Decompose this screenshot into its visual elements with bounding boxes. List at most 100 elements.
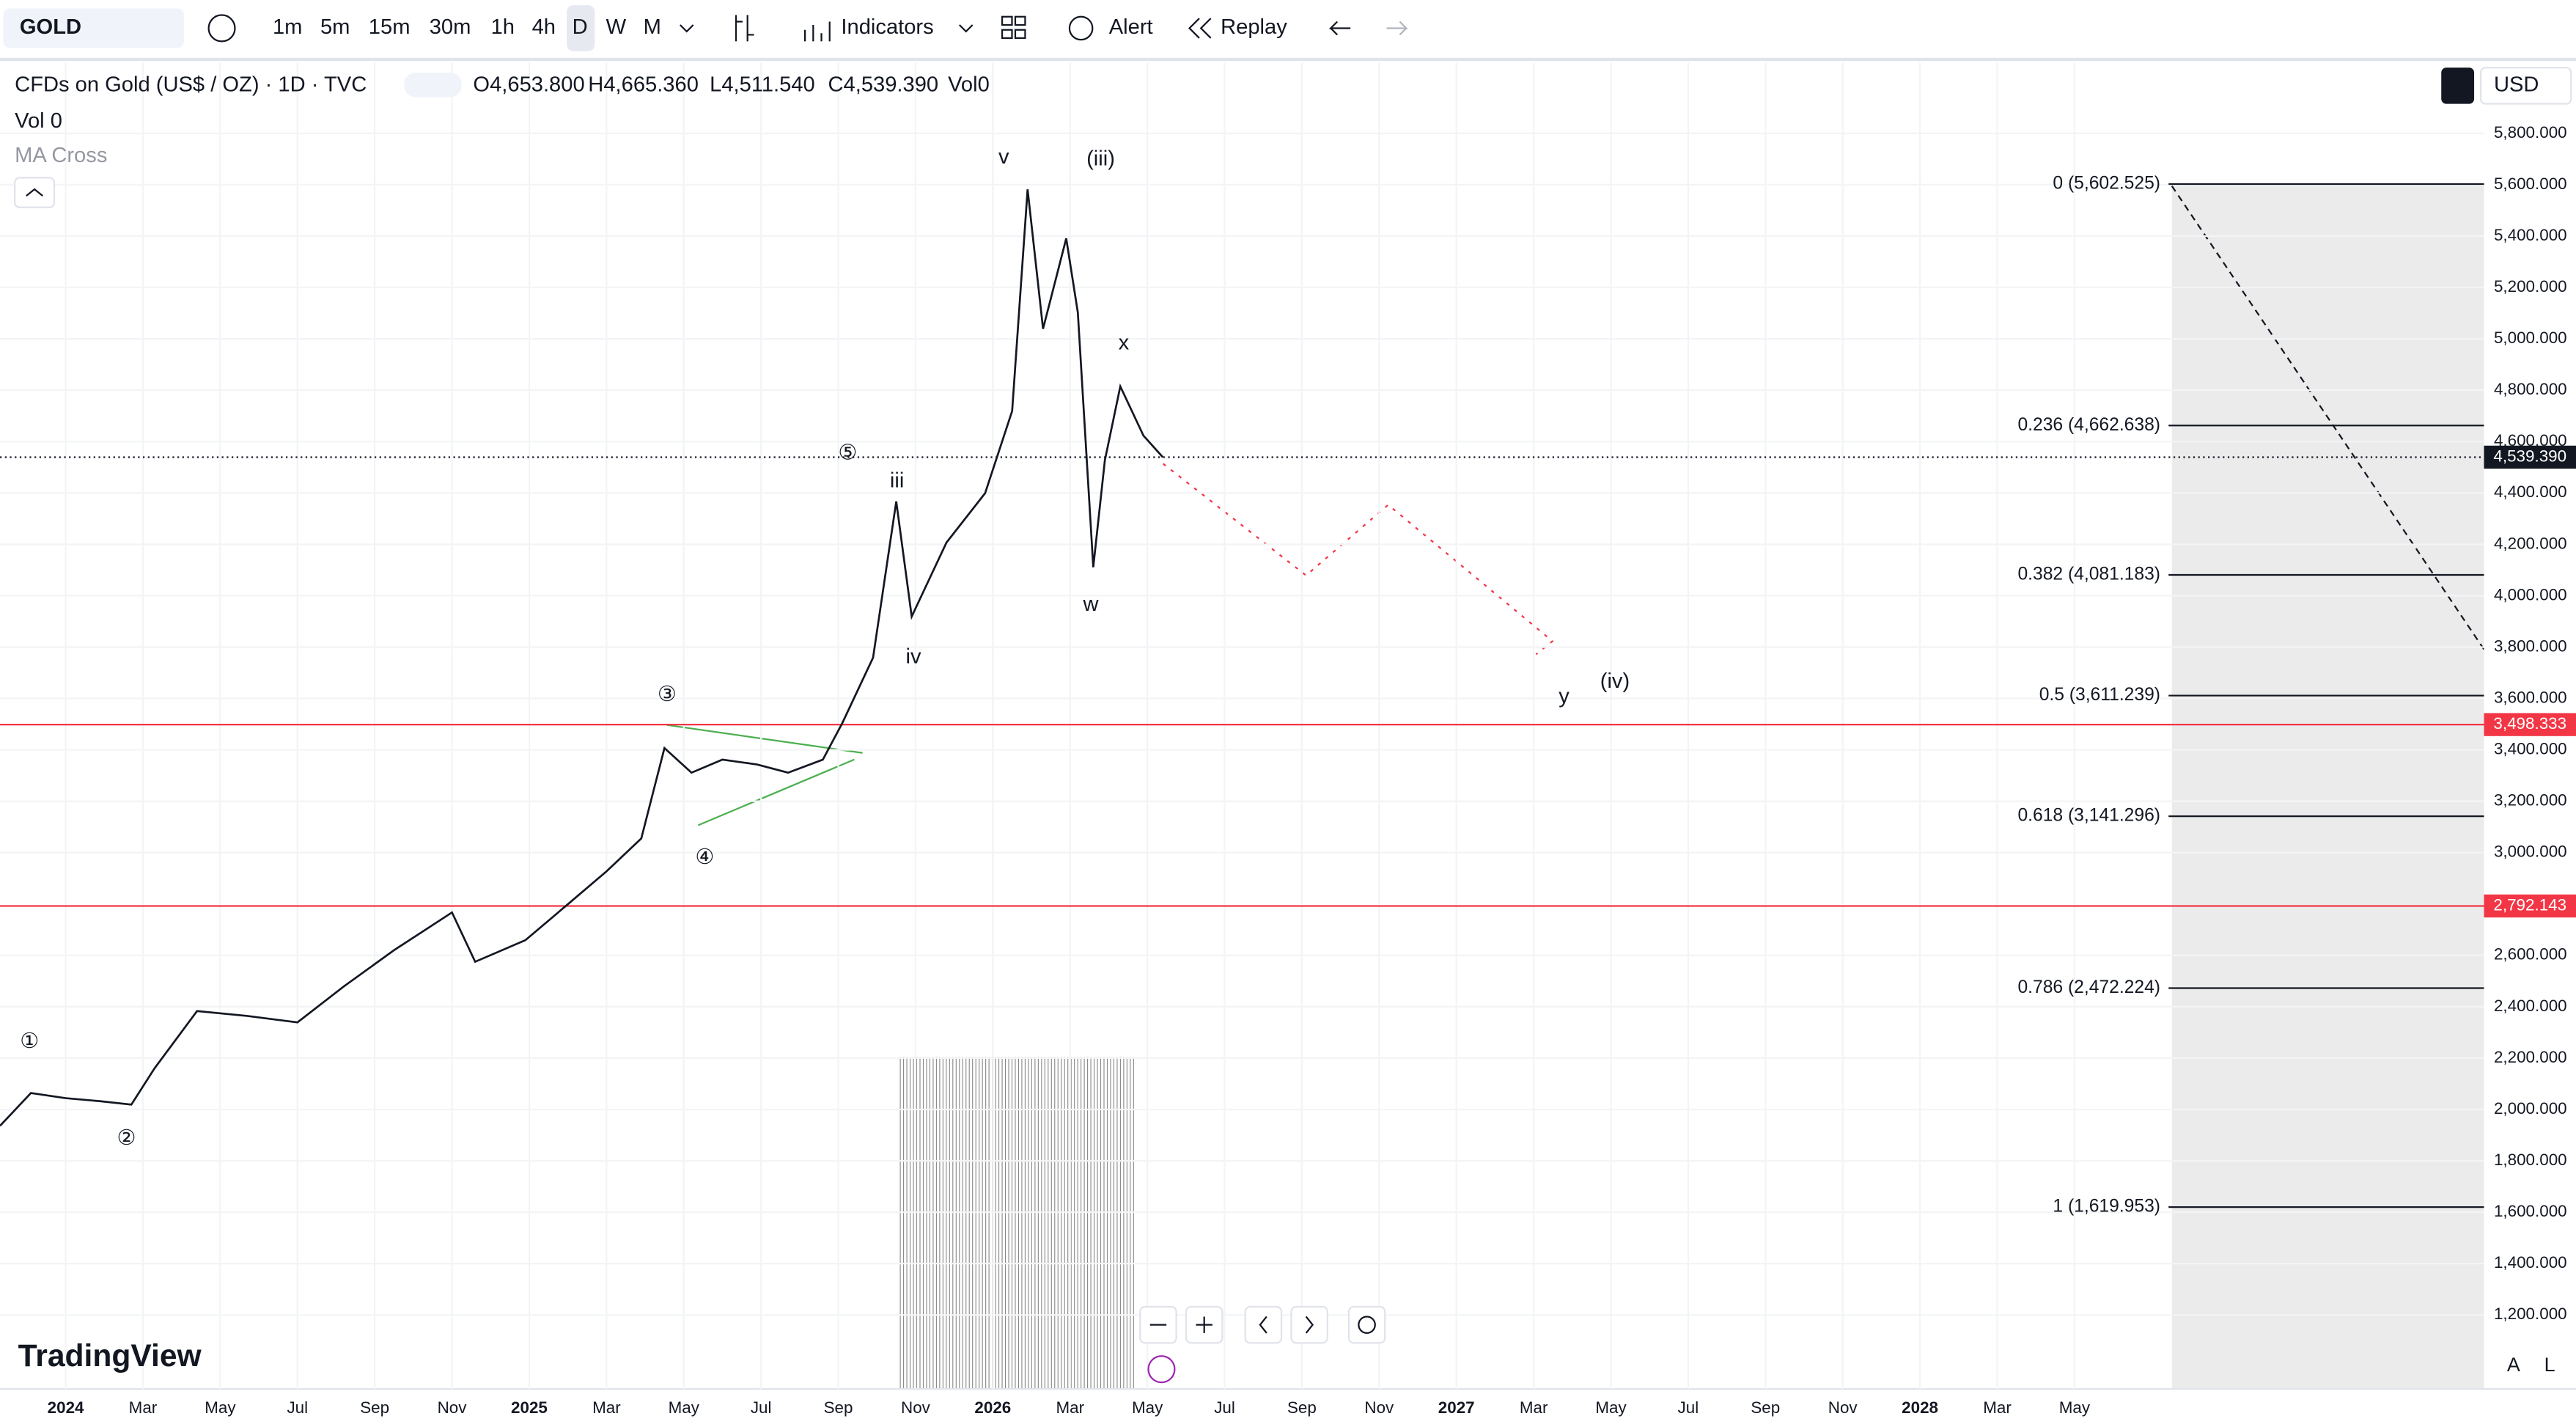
collapse-icon: [26, 188, 43, 197]
chevron[interactable]: [958, 24, 974, 33]
add-symbol[interactable]: [207, 14, 236, 43]
x-tick-label: Mar: [1983, 1398, 2012, 1417]
y-tick-label: 2,200.000: [2494, 1048, 2567, 1066]
interval[interactable]: 1m: [273, 15, 302, 39]
y-tick-label: 2,000.000: [2494, 1099, 2567, 1118]
price-badge-label: 4,539.390: [2493, 447, 2566, 465]
x-tick-label: Jul: [751, 1398, 772, 1417]
collapse-button[interactable]: [14, 177, 56, 208]
layout-icon[interactable]: [1001, 29, 1013, 40]
wave-label: ②: [117, 1126, 136, 1150]
y-tick-label: 5,400.000: [2494, 226, 2567, 244]
right-icon: [1305, 1316, 1314, 1334]
reset[interactable]: [1347, 1305, 1386, 1344]
toolbar: GOLD 1m 5m 15m 30m 1h 4h D W M Indicator…: [0, 5, 2576, 62]
x-tick-label: Mar: [129, 1398, 158, 1417]
x-tick-label: Mar: [1520, 1398, 1548, 1417]
undo[interactable]: [1328, 21, 1351, 36]
y-tick-label: 3,600.000: [2494, 688, 2567, 706]
legend-title: CFDs on Gold (US$ / OZ) · 1D · TVC: [15, 73, 367, 97]
x-tick-label: May: [205, 1398, 236, 1417]
x-tick-label: Jul: [287, 1398, 308, 1417]
currency-box[interactable]: [2479, 67, 2572, 105]
alert-button[interactable]: Alert: [1109, 15, 1153, 39]
indicator-label[interactable]: MA Cross: [15, 144, 107, 167]
redo[interactable]: [1386, 21, 1409, 36]
y-tick-label: 1,800.000: [2494, 1151, 2567, 1169]
x-tick-label: May: [1595, 1398, 1627, 1417]
y-tick-label: 5,800.000: [2494, 123, 2567, 142]
brand: TradingView: [18, 1338, 202, 1373]
x-tick-label: 2026: [974, 1398, 1011, 1417]
interval-active: [567, 5, 595, 51]
x-tick-label: Sep: [824, 1398, 853, 1417]
x-tick-label: 2024: [48, 1398, 84, 1417]
x-tick-label: Nov: [438, 1398, 468, 1417]
y-tick-label: 5,200.000: [2494, 277, 2567, 296]
x-tick-label: Mar: [592, 1398, 621, 1417]
interval[interactable]: 1h: [491, 15, 515, 39]
legend-open: O4,653.800: [473, 73, 584, 97]
plot: 5,800.000 5,600.000 5,400.000 5,200.000 5,00…: [0, 62, 2576, 1417]
y-tick-label: 3,400.000: [2494, 739, 2567, 757]
fib-label: 0.382 (4,081.183): [2017, 564, 2160, 584]
scale-mode[interactable]: L: [2544, 1354, 2555, 1376]
scale-mode[interactable]: A: [2507, 1354, 2520, 1376]
x-tick-label: May: [1132, 1398, 1163, 1417]
price-badge: [2484, 894, 2576, 918]
layout-icon[interactable]: [1014, 29, 1026, 40]
y-tick-label: 3,200.000: [2494, 791, 2567, 810]
chart-type-icon[interactable]: [735, 15, 754, 42]
status-pill[interactable]: [404, 72, 462, 98]
x-tick-label: 2028: [1902, 1398, 1938, 1417]
indicators-button[interactable]: Indicators: [841, 15, 933, 39]
interval[interactable]: 5m: [320, 15, 350, 39]
legend-low: L4,511.540: [710, 73, 815, 97]
interval[interactable]: 4h: [532, 15, 556, 39]
y-tick-label: 2,600.000: [2494, 945, 2567, 964]
legend-volume: Vol0: [948, 73, 990, 97]
interval[interactable]: 15m: [369, 15, 411, 39]
x-tick-label: Nov: [1828, 1398, 1858, 1417]
interval[interactable]: M: [644, 15, 661, 39]
layout-icon[interactable]: [1001, 15, 1013, 26]
fib-label: 0.5 (3,611.239): [2039, 685, 2160, 705]
symbol-box[interactable]: [3, 8, 184, 48]
price-badge-label: 2,792.143: [2493, 895, 2566, 914]
wave-label: ①: [20, 1030, 39, 1053]
trend-line: [2171, 185, 2485, 650]
y-tick-label: 1,400.000: [2494, 1253, 2567, 1272]
y-tick-label: 2,400.000: [2494, 997, 2567, 1015]
fib-label: 0 (5,602.525): [2053, 174, 2160, 194]
scroll-right[interactable]: [1290, 1305, 1328, 1344]
replay-icon[interactable]: [1188, 18, 1212, 39]
x-tick-label: 2027: [1438, 1398, 1475, 1417]
layout-icon[interactable]: [1014, 15, 1026, 26]
y-tick-label: 4,200.000: [2494, 534, 2567, 552]
chevron[interactable]: [680, 24, 694, 33]
x-tick-label: Jul: [1678, 1398, 1699, 1417]
interval[interactable]: 30m: [430, 15, 471, 39]
fib-zone: [2171, 186, 2484, 1390]
x-tick-label: May: [2059, 1398, 2091, 1417]
indicators-icon[interactable]: [804, 21, 831, 42]
replay-button[interactable]: Replay: [1221, 15, 1287, 39]
price-badge: [2484, 713, 2576, 736]
y-tick-label: 4,400.000: [2494, 483, 2567, 501]
symbol[interactable]: GOLD: [20, 15, 81, 39]
y-tick-label: 5,000.000: [2494, 329, 2567, 347]
interval[interactable]: D: [573, 15, 588, 39]
lightning-button[interactable]: [1147, 1355, 1176, 1384]
currency[interactable]: USD: [2494, 73, 2539, 97]
wave-label: x: [1119, 331, 1130, 354]
scroll-left[interactable]: [1244, 1305, 1283, 1344]
interval[interactable]: W: [606, 15, 627, 39]
alert-icon[interactable]: [1068, 15, 1094, 41]
wave-label: iv: [906, 645, 921, 668]
x-tick-label: Sep: [360, 1398, 389, 1417]
auto-button[interactable]: [2441, 67, 2475, 104]
x-tick-label: Jul: [1214, 1398, 1235, 1417]
legend-high: H4,665.360: [588, 73, 699, 97]
